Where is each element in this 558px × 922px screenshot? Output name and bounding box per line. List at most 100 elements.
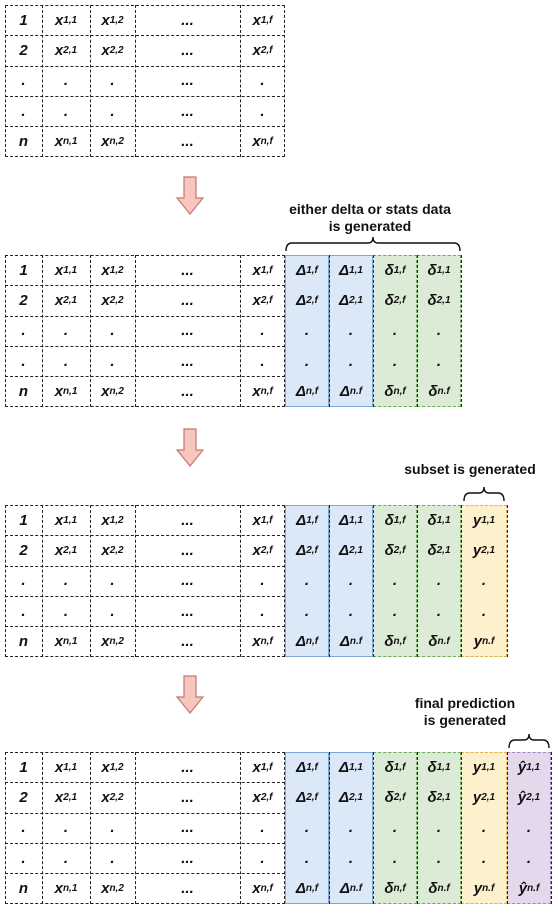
stats-cell: . xyxy=(436,849,442,867)
x-cell: x n,1 xyxy=(54,632,78,650)
delta-cell: . xyxy=(304,849,310,867)
x-cell: ... xyxy=(181,291,194,309)
x-cell: . xyxy=(260,819,265,837)
col-divider xyxy=(42,5,43,157)
x-cell: x n,2 xyxy=(101,632,124,650)
row-label: . xyxy=(21,849,26,867)
x-cell: . xyxy=(260,849,265,867)
col-divider xyxy=(329,752,330,904)
row-label: . xyxy=(21,572,26,590)
x-cell: ... xyxy=(181,11,194,29)
delta-cell: . xyxy=(304,602,310,620)
col-divider xyxy=(135,752,136,904)
col-divider xyxy=(42,255,43,407)
row-divider xyxy=(5,782,285,784)
delta-cell: Δ 2,1 xyxy=(339,788,363,806)
x-cell: x 2,2 xyxy=(101,291,124,309)
pred-cell: . xyxy=(526,819,532,837)
delta-cell: . xyxy=(348,322,354,340)
x-cell: x 2,2 xyxy=(101,541,124,559)
x-cell: x 2,1 xyxy=(54,41,78,59)
down-arrow-icon xyxy=(175,176,205,215)
x-cell: ... xyxy=(181,352,194,370)
col-divider xyxy=(461,505,462,657)
subset-cell: y n.f xyxy=(473,879,495,897)
stats-cell: . xyxy=(392,352,398,370)
stats-cell: . xyxy=(392,849,398,867)
x-cell: x n,1 xyxy=(54,879,78,897)
x-cell: x 1,f xyxy=(252,11,273,29)
down-arrow-icon xyxy=(175,675,205,714)
col-divider xyxy=(42,752,43,904)
x-cell: x 1,2 xyxy=(101,11,124,29)
x-cell: x n,2 xyxy=(101,879,124,897)
row-label: 1 xyxy=(19,261,28,279)
col-divider xyxy=(461,752,462,904)
stats-cell: δ n,f xyxy=(384,382,406,400)
stats-cell: δ 2,1 xyxy=(427,788,451,806)
col-divider xyxy=(42,505,43,657)
col-divider xyxy=(90,752,91,904)
x-cell: x 1,1 xyxy=(54,11,78,29)
x-cell: . xyxy=(63,352,69,370)
x-cell: . xyxy=(110,849,115,867)
stats-cell: δ 1,1 xyxy=(427,511,451,529)
x-cell: ... xyxy=(181,541,194,559)
row-label: 2 xyxy=(19,541,28,559)
x-cell: x n,f xyxy=(252,879,273,897)
subset-band-0 xyxy=(461,752,507,904)
x-cell: . xyxy=(110,352,115,370)
row-label: . xyxy=(21,819,26,837)
row-divider xyxy=(5,285,285,287)
x-cell: x 2,f xyxy=(252,291,273,309)
row-label: . xyxy=(21,602,26,620)
x-cell: ... xyxy=(181,572,194,590)
x-cell: x 1,2 xyxy=(101,758,124,776)
row-divider xyxy=(5,95,285,97)
x-cell: . xyxy=(260,322,265,340)
x-cell: x 2,2 xyxy=(101,788,124,806)
col-divider xyxy=(507,505,508,657)
stats-cell: δ 2,1 xyxy=(427,541,451,559)
x-cell: ... xyxy=(181,849,194,867)
x-cell: ... xyxy=(181,261,194,279)
col-divider xyxy=(135,255,136,407)
delta-cell: Δ 1,1 xyxy=(339,758,363,776)
x-cell: x 2,f xyxy=(252,41,273,59)
col-divider xyxy=(240,752,241,904)
delta-stats-label: either delta or stats data is generated xyxy=(289,201,451,234)
delta-stats-brace xyxy=(285,236,461,252)
x-cell: . xyxy=(63,102,69,120)
x-cell: x 1,2 xyxy=(101,261,124,279)
row-label: n xyxy=(18,382,29,400)
delta-cell: . xyxy=(304,352,310,370)
x-cell: . xyxy=(63,72,69,90)
delta-cell: Δ 2,1 xyxy=(339,541,363,559)
delta-cell: . xyxy=(348,602,354,620)
stats-cell: δ n,f xyxy=(384,879,406,897)
stats-cell: . xyxy=(436,322,442,340)
grid-border xyxy=(5,752,285,904)
row-divider xyxy=(5,65,285,67)
subset-cell: y 2,1 xyxy=(472,788,496,806)
delta-cell: Δ 2,1 xyxy=(339,291,363,309)
delta-cell: Δ 1,1 xyxy=(339,261,363,279)
stats-cell: δ 1,1 xyxy=(427,261,451,279)
delta-cell: Δ 2,f xyxy=(296,788,318,806)
row-divider xyxy=(5,595,285,597)
x-cell: x 2,f xyxy=(252,788,273,806)
x-cell: ... xyxy=(181,41,194,59)
stats-cell: δ 2,f xyxy=(384,788,406,806)
x-cell: . xyxy=(110,72,115,90)
col-divider xyxy=(240,5,241,157)
x-cell: . xyxy=(260,602,265,620)
stats-cell: δ n,f xyxy=(384,632,406,650)
col-divider xyxy=(417,505,418,657)
x-cell: . xyxy=(260,102,265,120)
x-cell: x n,1 xyxy=(54,132,78,150)
row-label: 2 xyxy=(19,41,28,59)
